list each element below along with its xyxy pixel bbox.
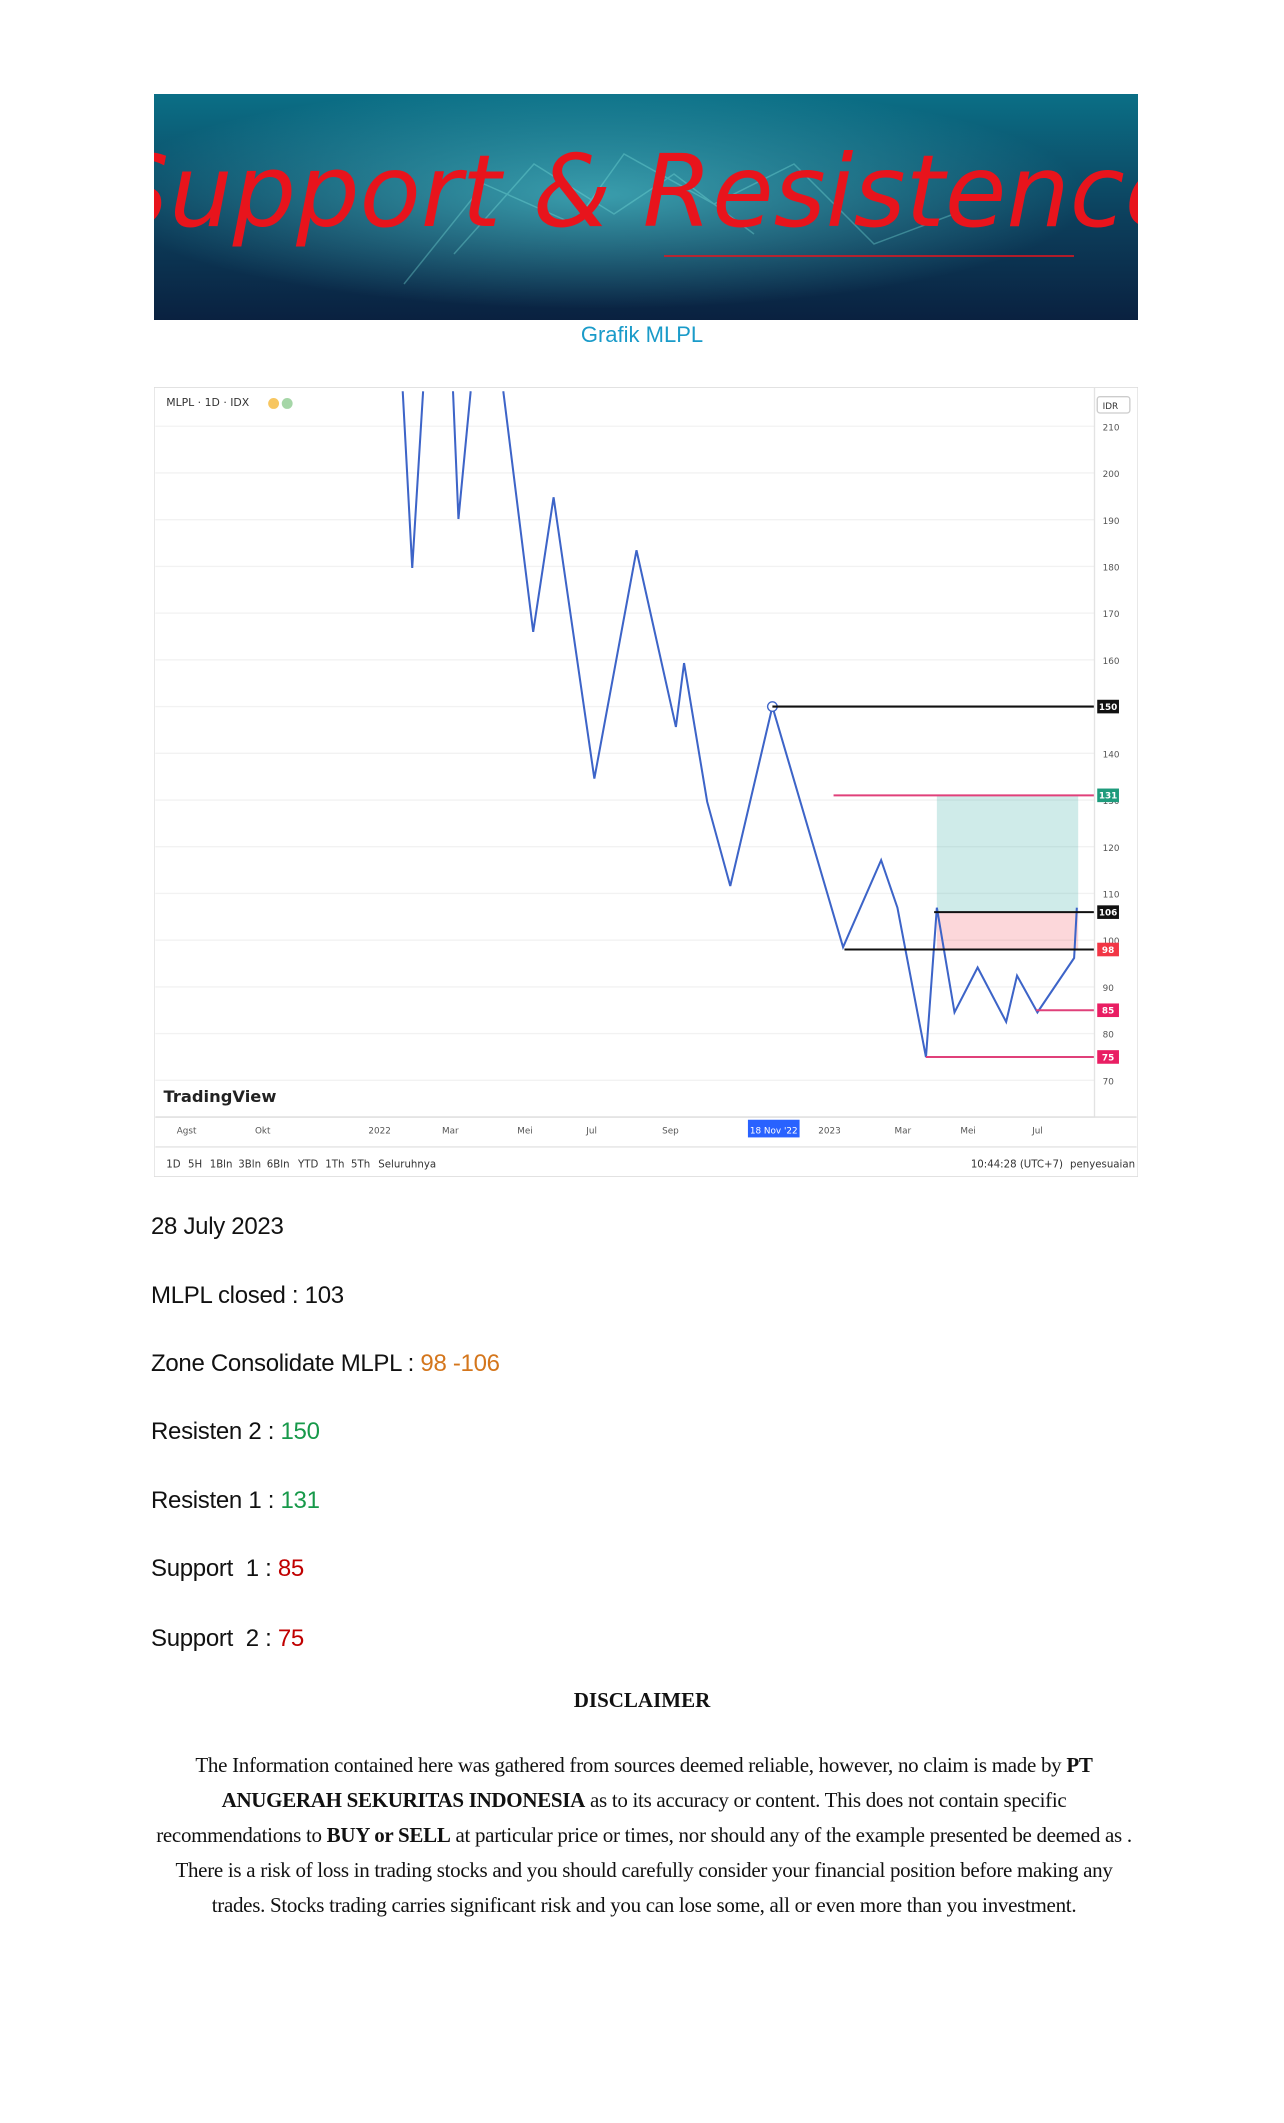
report-line: Resisten 1 : 131 — [151, 1487, 320, 1515]
report-date: 28 July 2023 — [151, 1213, 284, 1240]
level-label-box — [1097, 905, 1119, 919]
range-button[interactable]: YTD — [297, 1159, 318, 1170]
x-tick-label: Mar — [895, 1126, 912, 1136]
report-line: Support 2 : 75 — [151, 1625, 304, 1653]
y-tick-label: 120 — [1103, 844, 1120, 854]
range-button[interactable]: 3Bln — [238, 1159, 261, 1170]
target-zone — [936, 795, 1079, 913]
body-text: The Information contained here was gathe… — [195, 1753, 1067, 1777]
y-tick-label: 210 — [1103, 423, 1120, 433]
symbol-label: MLPL · 1D · IDX — [166, 396, 250, 409]
x-tick-label: Jul — [585, 1126, 597, 1136]
x-tick-label: Okt — [255, 1126, 271, 1136]
line-label: Resisten 1 : — [151, 1487, 281, 1514]
level-label-box — [1097, 1050, 1119, 1064]
price-chart: 7080901001101201301401501601701801902002… — [154, 387, 1138, 1177]
level-label: 85 — [1102, 1007, 1114, 1017]
line-value: 98 -106 — [420, 1350, 500, 1377]
range-button[interactable]: 1D — [166, 1159, 180, 1170]
x-tick-label: Mei — [960, 1126, 976, 1136]
crosshair-date-box — [747, 1119, 800, 1138]
level-label: 106 — [1099, 909, 1117, 919]
level-label-box — [1097, 942, 1119, 957]
x-tick-label: Mei — [517, 1126, 533, 1136]
range-button[interactable]: 6Bln — [267, 1159, 290, 1170]
line-value: 131 — [280, 1487, 320, 1514]
y-tick-label: 180 — [1103, 563, 1120, 573]
line-value: 75 — [277, 1625, 304, 1652]
report-line: Support 1 : 85 — [151, 1555, 304, 1583]
y-tick-label: 80 — [1103, 1031, 1115, 1041]
banner-glow — [154, 94, 1138, 320]
y-tick-label: 100 — [1103, 937, 1120, 947]
y-tick-label: 200 — [1103, 470, 1120, 480]
bold-text: BUY or SELL — [326, 1823, 451, 1847]
level-label: 98 — [1102, 946, 1114, 956]
banner: Support & Resistence — [154, 94, 1138, 320]
line-label: Support 2 : — [151, 1625, 278, 1652]
range-button[interactable]: 5Th — [351, 1159, 370, 1170]
banner-network — [403, 153, 955, 285]
body-text: at particular price or times, nor should… — [175, 1823, 1132, 1917]
disclaimer-title: DISCLAIMER — [573, 1688, 711, 1712]
line-label: MLPL closed : — [151, 1282, 305, 1309]
chart-frame — [154, 387, 1138, 1177]
x-tick-label: 2023 — [818, 1126, 840, 1136]
disclaimer-body: The Information contained here was gathe… — [152, 1748, 1136, 1923]
x-tick-label: Jul — [1031, 1126, 1043, 1136]
x-tick-label: Sep — [662, 1126, 679, 1136]
x-tick-label: Agst — [177, 1126, 197, 1136]
x-tick-label: Mar — [442, 1126, 459, 1136]
level-label: 150 — [1099, 703, 1117, 713]
banner-title: Support & Resistence — [154, 133, 1138, 250]
level-label-box — [1097, 699, 1119, 714]
currency-box — [1096, 396, 1131, 414]
x-tick-label: 18 Nov '22 — [750, 1126, 798, 1136]
line-value: 150 — [280, 1418, 320, 1445]
clock[interactable]: 10:44:28 (UTC+7) — [971, 1159, 1063, 1170]
currency-label: IDR — [1103, 402, 1119, 412]
status-dot — [268, 398, 280, 409]
watermark: TradingView — [164, 1087, 277, 1106]
line-label: Zone Consolidate MLPL : — [151, 1350, 421, 1377]
y-tick-label: 140 — [1103, 750, 1120, 760]
adjust-toggle[interactable]: penyesuaian — [1070, 1159, 1135, 1170]
report-line: Resisten 2 : 150 — [151, 1418, 320, 1446]
y-tick-label: 190 — [1103, 517, 1120, 527]
report-line: MLPL closed : 103 — [151, 1282, 344, 1310]
level-label: 131 — [1099, 792, 1117, 802]
level-label: 75 — [1102, 1053, 1114, 1063]
y-tick-label: 160 — [1103, 657, 1120, 667]
y-tick-label: 90 — [1103, 984, 1115, 994]
y-tick-label: 170 — [1103, 610, 1120, 620]
level-label-box — [1097, 1003, 1119, 1018]
level-label-box — [1097, 788, 1119, 803]
x-tick-label: 2022 — [368, 1126, 390, 1136]
chart-caption: Grafik MLPL — [580, 322, 704, 347]
body-text: as to its accuracy or content. This does… — [156, 1788, 1067, 1847]
report-line: Zone Consolidate MLPL : 98 -106 — [151, 1350, 500, 1378]
y-tick-label: 110 — [1103, 891, 1120, 901]
status-dot — [281, 398, 293, 409]
range-button[interactable]: 5H — [188, 1159, 202, 1170]
bold-text: PT ANUGERAH SEKURITAS INDONESIA — [221, 1753, 1093, 1812]
zigzag-line — [401, 391, 1078, 1058]
line-value: 103 — [304, 1282, 344, 1309]
line-value: 85 — [277, 1555, 304, 1582]
y-tick-label: 70 — [1103, 1077, 1115, 1087]
range-button[interactable]: 1Bln — [210, 1159, 233, 1170]
line-label: Resisten 2 : — [151, 1418, 281, 1445]
range-button[interactable]: Seluruhnya — [378, 1159, 436, 1170]
range-button[interactable]: 1Th — [325, 1159, 344, 1170]
stop-zone — [936, 912, 1079, 950]
line-label: Support 1 : — [151, 1555, 278, 1582]
